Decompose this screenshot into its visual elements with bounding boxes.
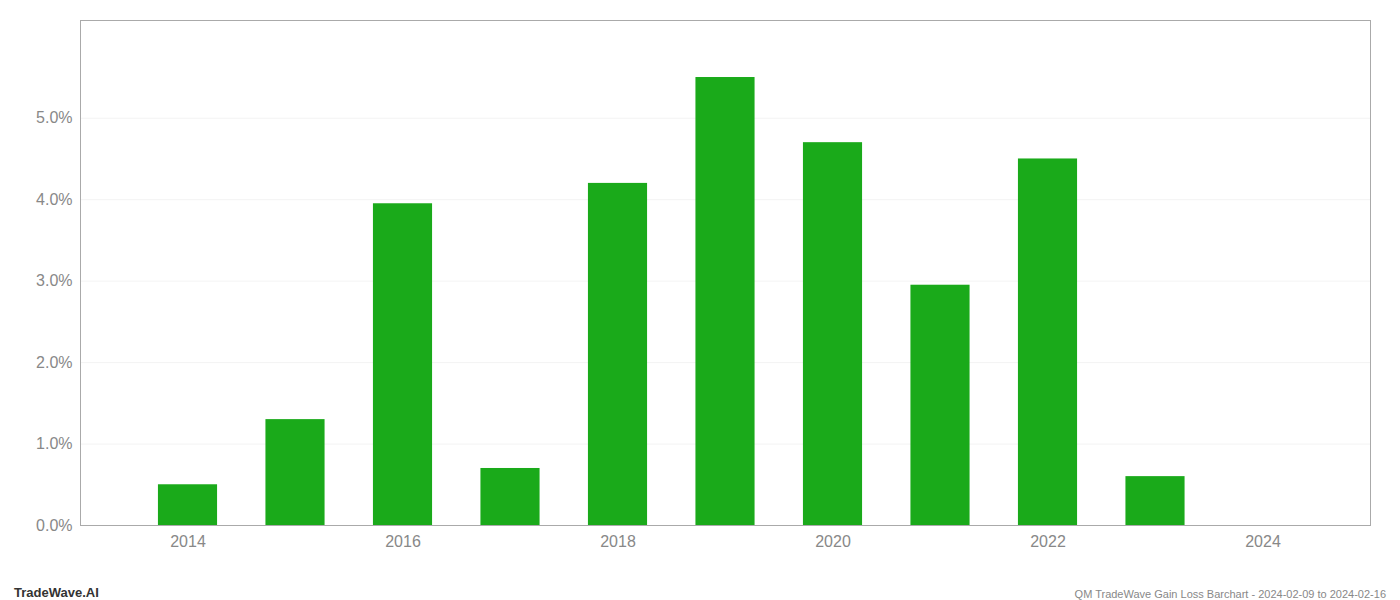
svg-text:2022: 2022 bbox=[1030, 533, 1066, 550]
svg-text:5.0%: 5.0% bbox=[36, 109, 72, 126]
html-text:QM TradeWave Gain Loss Barchar: QM TradeWave Gain Loss Barchart - 2024-0… bbox=[1074, 588, 1386, 600]
html-text:TradeWave.AI: TradeWave.AI bbox=[14, 585, 99, 600]
svg-text:2014: 2014 bbox=[170, 533, 206, 550]
svg-text:3.0%: 3.0% bbox=[36, 272, 72, 289]
svg-text:0.0%: 0.0% bbox=[36, 517, 72, 534]
svg-text:2018: 2018 bbox=[600, 533, 636, 550]
svg-text:2020: 2020 bbox=[815, 533, 851, 550]
svg-text:1.0%: 1.0% bbox=[36, 435, 72, 452]
svg-text:2.0%: 2.0% bbox=[36, 354, 72, 371]
svg-text:4.0%: 4.0% bbox=[36, 191, 72, 208]
svg-text:2024: 2024 bbox=[1245, 533, 1281, 550]
svg-text:2016: 2016 bbox=[385, 533, 421, 550]
